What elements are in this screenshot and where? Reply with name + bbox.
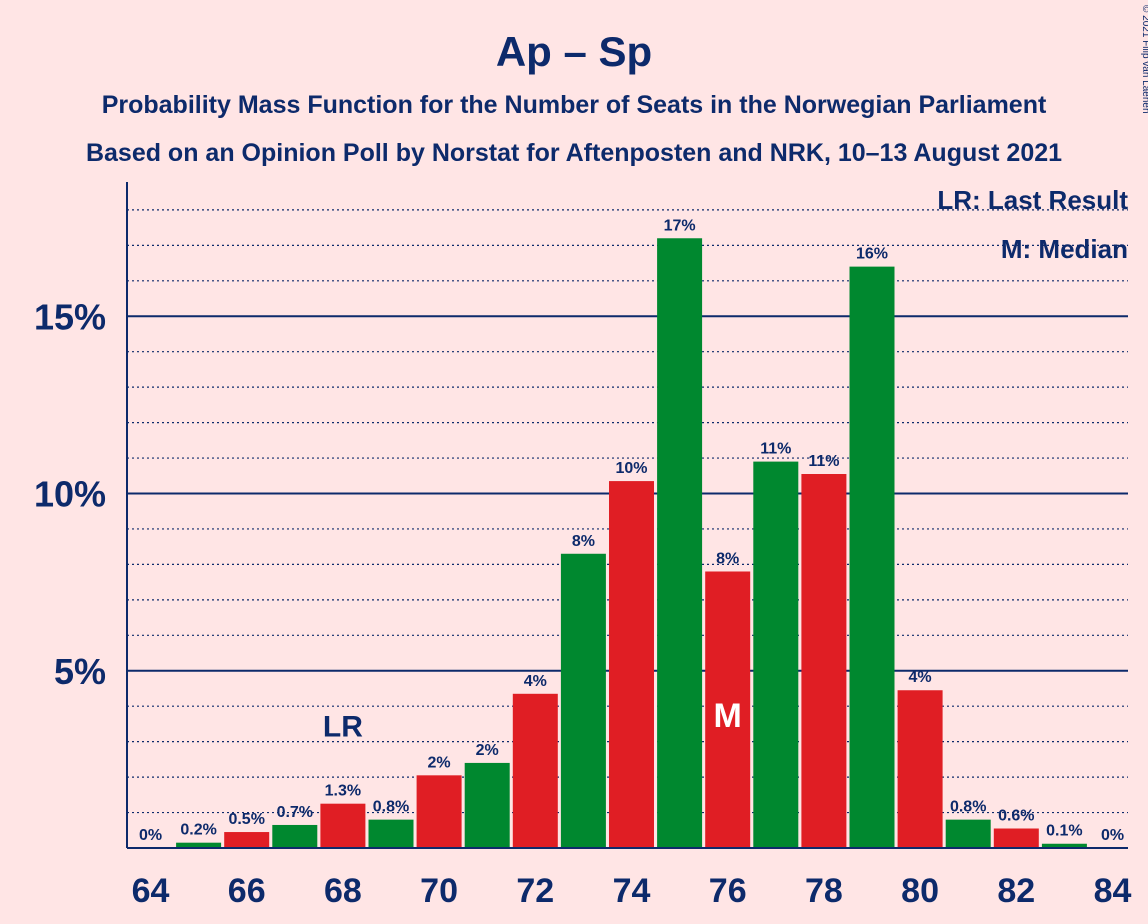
value-label-70: 2% [428,754,451,771]
value-label-66: 0.5% [228,811,264,828]
value-label-80: 4% [909,669,932,686]
bar-68 [320,803,366,848]
value-label-64: 0% [139,827,162,844]
bar-65 [176,842,222,848]
bar-74 [609,481,654,848]
value-label-83: 0.1% [1046,823,1082,840]
value-label-68: 1.3% [325,783,361,800]
bar-67 [272,824,318,848]
value-label-77: 11% [760,441,791,458]
bar-72 [512,693,558,848]
value-label-76: 8% [716,550,739,567]
chart-title: Ap – Sp [496,28,652,75]
x-tick-label: 70 [420,872,458,910]
bar-71 [464,762,510,848]
bar-69 [368,819,414,848]
bar-76 [705,571,751,848]
chart-subtitle-line-1: Probability Mass Function for the Number… [102,91,1047,119]
value-label-79: 16% [856,246,888,263]
x-tick-label: 68 [324,872,362,910]
last-result-marker: LR [323,711,363,744]
chart-subtitle-line-2: Based on an Opinion Poll by Norstat for … [86,139,1062,167]
value-label-73: 8% [572,533,595,550]
x-tick-label: 64 [132,872,170,910]
bar-81 [945,819,991,848]
bar-73 [560,553,606,848]
y-tick-label: 15% [34,296,106,337]
value-labels: 0% 0.2% 0.5% 0.7% 1.3% 0.8% 2% 2% 4% 8% 10% 17% 8% 11… [139,217,1124,844]
x-tick-label: 84 [1094,872,1132,910]
value-label-67: 0.7% [277,804,313,821]
bar-78 [801,474,847,848]
axes: 5% 10% 15% 64 66 68 70 72 74 76 78 80 82 84 [34,182,1132,910]
bar-77 [753,461,799,848]
bar-82 [993,828,1039,848]
median-marker: M [714,697,742,735]
bar-70 [416,775,462,848]
legend-last-result: LR: Last Result [937,185,1128,215]
bar-79 [849,266,895,848]
x-tick-label: 74 [613,872,651,910]
x-tick-label: 72 [516,872,554,910]
value-label-75: 17% [664,217,696,234]
value-label-71: 2% [476,742,499,759]
x-tick-label: 80 [901,872,939,910]
value-label-65: 0.2% [180,822,216,839]
x-tick-label: 66 [228,872,266,910]
value-label-84: 0% [1101,827,1124,844]
x-tick-label: 76 [709,872,747,910]
value-label-81: 0.8% [950,799,986,816]
value-label-82: 0.6% [998,808,1034,825]
value-label-74: 10% [615,460,647,477]
value-label-72: 4% [524,673,547,690]
bar-80 [897,690,943,848]
bar-66 [224,832,270,848]
copyright-text: © 2021 Filip van Laenen [1140,5,1148,114]
bars [176,238,1087,848]
y-tick-label: 5% [54,651,106,692]
y-tick-label: 10% [34,474,106,515]
bar-75 [657,238,703,848]
x-tick-label: 82 [997,872,1035,910]
bar-83 [1041,843,1087,848]
x-tick-label: 78 [805,872,843,910]
value-label-69: 0.8% [373,799,409,816]
value-label-78: 11% [808,453,839,470]
legend-median: M: Median [1001,234,1128,264]
